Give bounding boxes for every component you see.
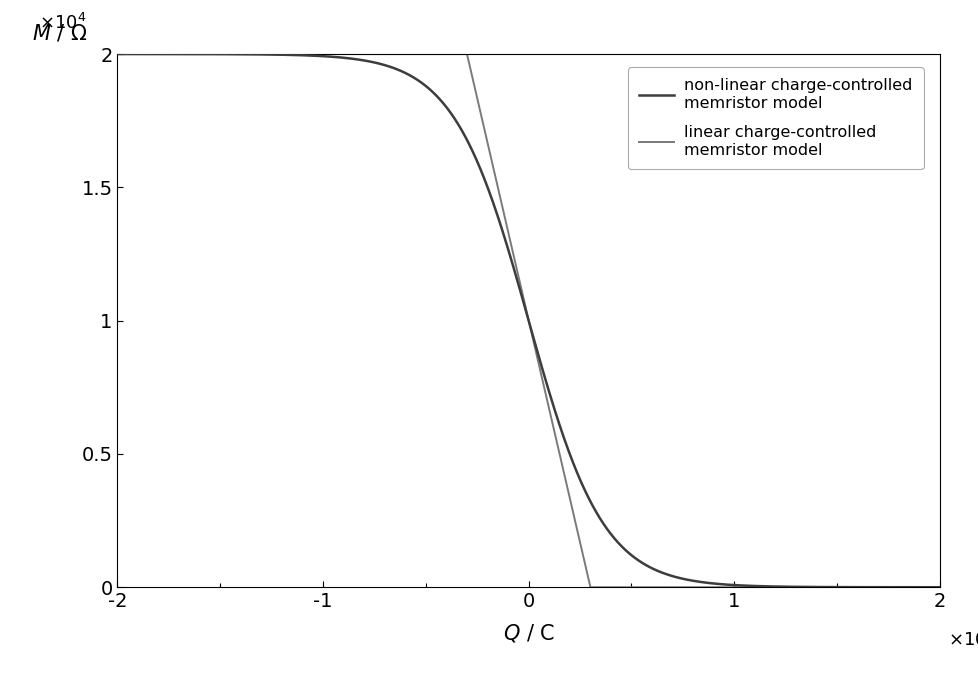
Y-axis label: $M$ / $\Omega$: $M$ / $\Omega$ — [32, 22, 88, 43]
Text: $\times10^{4}$: $\times10^{4}$ — [39, 13, 87, 32]
X-axis label: $Q$ / C: $Q$ / C — [502, 622, 555, 644]
Legend: non-linear charge-controlled
memristor model, linear charge-controlled
memristor: non-linear charge-controlled memristor m… — [628, 68, 922, 169]
Text: $\times10^{-4}$: $\times10^{-4}$ — [947, 630, 978, 650]
